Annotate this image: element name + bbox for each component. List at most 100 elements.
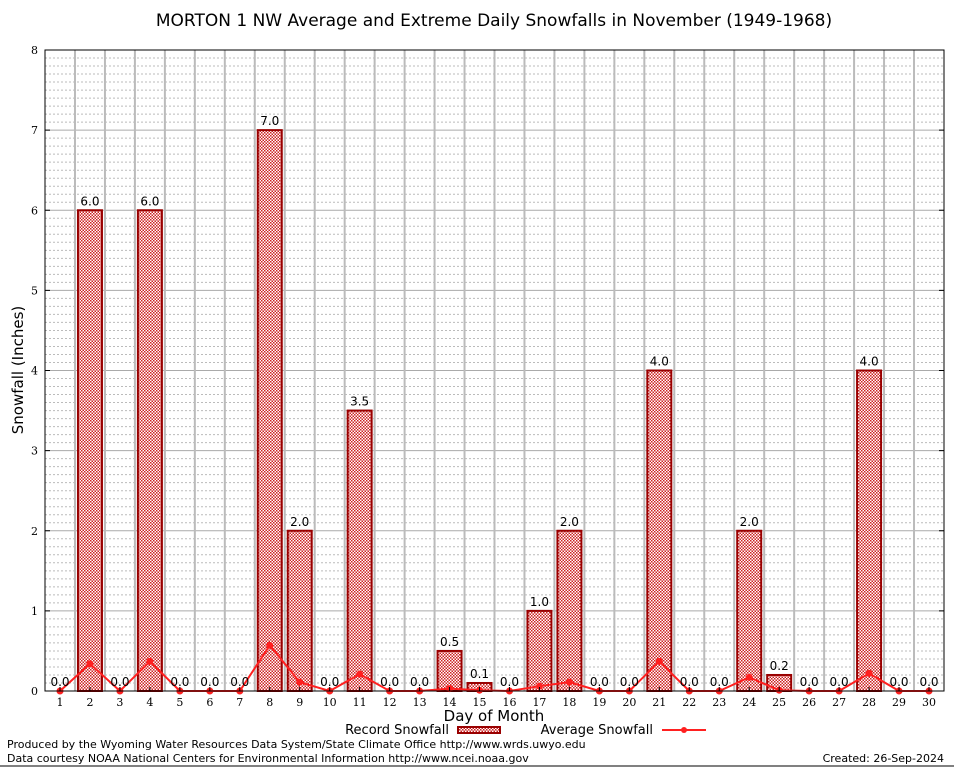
bars [76, 129, 883, 692]
footer-created: Created: 26-Sep-2024 [822, 752, 944, 765]
x-tick-label: 14 [443, 696, 457, 709]
x-tick-label: 13 [413, 696, 427, 709]
legend-label-average: Average Snowfall [541, 723, 653, 738]
x-tick-label: 22 [682, 696, 696, 709]
x-tick-label: 10 [323, 696, 337, 709]
bar-value-label: 6.0 [80, 194, 99, 208]
x-tick-label: 9 [296, 696, 303, 709]
legend-label-record: Record Snowfall [345, 723, 449, 738]
y-tick-label: 4 [31, 365, 38, 378]
x-tick-label: 23 [712, 696, 726, 709]
x-tick-label: 3 [116, 696, 123, 709]
x-tick-label: 28 [862, 696, 876, 709]
bar-labels: 0.0 6.0 0.0 6.0 0.0 0.0 0.0 7.0 2.0 0.0 3.5 0.0 0.0 0… [50, 114, 938, 689]
x-tick-label: 6 [206, 696, 213, 709]
x-tick-label: 20 [622, 696, 636, 709]
bar-day-9 [286, 529, 313, 692]
bar-day-2 [76, 209, 103, 692]
x-axis-label: Day of Month [444, 707, 545, 725]
chart-title: MORTON 1 NW Average and Extreme Daily Sn… [156, 11, 832, 31]
average-point-day-8 [266, 641, 274, 649]
bar-day-18 [556, 529, 583, 692]
bar-value-label: 0.2 [770, 659, 789, 673]
bar-value-label: 3.5 [350, 395, 369, 409]
x-tick-label: 2 [86, 696, 93, 709]
bar-value-label: 2.0 [560, 515, 579, 529]
average-point-day-2 [86, 660, 94, 668]
bar-value-label: 2.0 [740, 515, 759, 529]
x-tick-label: 11 [353, 696, 367, 709]
bar-value-label: 0.1 [470, 667, 489, 681]
bar-value-label: 0.5 [440, 635, 459, 649]
x-tick-label: 24 [742, 696, 756, 709]
bar-value-label: 0.0 [590, 675, 609, 689]
legend: Record Snowfall Average Snowfall [345, 723, 706, 738]
footer-courtesy: Data courtesy NOAA National Centers for … [7, 752, 529, 765]
grid [45, 49, 944, 692]
average-point-day-18 [565, 678, 573, 686]
bar-value-label: 4.0 [860, 355, 879, 369]
legend-swatch-record [457, 726, 501, 734]
bar-value-label: 0.0 [919, 675, 938, 689]
bar-value-label: 0.0 [680, 675, 699, 689]
bar-value-label: 0.0 [710, 675, 729, 689]
x-tick-label: 8 [266, 696, 273, 709]
average-point-day-9 [296, 678, 304, 686]
x-tick-label: 12 [383, 696, 397, 709]
bar-value-label: 0.0 [320, 675, 339, 689]
bar-value-label: 0.0 [830, 675, 849, 689]
x-tick-label: 26 [802, 696, 816, 709]
bar-day-8 [256, 129, 283, 692]
y-tick-label: 2 [31, 525, 38, 538]
x-tick-label: 30 [922, 696, 936, 709]
plot-frame [44, 49, 945, 692]
bar-day-17 [526, 609, 553, 692]
x-tick-label: 29 [892, 696, 906, 709]
average-point-day-17 [535, 682, 543, 690]
y-tick-label: 5 [31, 284, 38, 297]
bar-value-label: 2.0 [290, 515, 309, 529]
bar-value-label: 7.0 [260, 114, 279, 128]
bar-value-label: 1.0 [530, 595, 549, 609]
x-tick-label: 4 [146, 696, 153, 709]
y-tick-label: 8 [31, 44, 38, 57]
bar-value-label: 0.0 [800, 675, 819, 689]
x-tick-label: 15 [473, 696, 487, 709]
average-point-day-4 [146, 657, 154, 665]
y-tick-label: 0 [31, 685, 38, 698]
average-point-day-24 [745, 673, 753, 681]
bar-day-11 [346, 409, 373, 692]
bar-day-21 [646, 369, 673, 692]
bar-value-label: 0.0 [110, 675, 129, 689]
x-tick-label: 25 [772, 696, 786, 709]
bar-value-label: 0.0 [170, 675, 189, 689]
bar-value-label: 6.0 [140, 194, 159, 208]
bar-day-14 [436, 649, 463, 692]
bar-day-4 [136, 209, 163, 692]
x-tick-label: 5 [176, 696, 183, 709]
bar-value-label: 0.0 [410, 675, 429, 689]
y-tick-label: 1 [31, 605, 38, 618]
footer-produced-by: Produced by the Wyoming Water Resources … [7, 738, 586, 751]
bar-value-label: 0.0 [620, 675, 639, 689]
bar-value-label: 0.0 [380, 675, 399, 689]
y-tick-label: 3 [31, 445, 38, 458]
average-point-day-21 [655, 657, 663, 665]
x-tick-label: 19 [592, 696, 606, 709]
x-tick-label: 1 [57, 696, 64, 709]
x-tick-label: 21 [652, 696, 666, 709]
bar-value-label: 4.0 [650, 355, 669, 369]
legend-marker-average [681, 727, 687, 733]
bar-value-label: 0.0 [50, 675, 69, 689]
x-tick-label: 16 [502, 696, 516, 709]
y-tick-label: 6 [31, 204, 38, 217]
x-tick-label: 18 [562, 696, 576, 709]
bar-value-label: 0.0 [889, 675, 908, 689]
x-tick-label: 27 [832, 696, 846, 709]
x-tick-label: 7 [236, 696, 243, 709]
y-axis-label: Snowfall (Inches) [9, 306, 27, 434]
x-tick-label: 17 [532, 696, 546, 709]
y-tick-label: 7 [31, 124, 38, 137]
